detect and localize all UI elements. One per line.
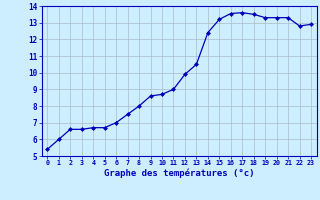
X-axis label: Graphe des températures (°c): Graphe des températures (°c) xyxy=(104,169,254,178)
